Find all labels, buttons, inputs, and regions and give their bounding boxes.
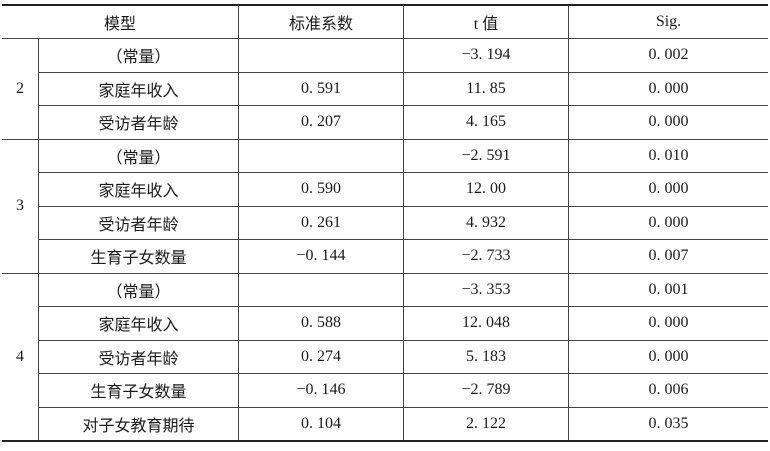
- table-row: 受访者年龄 0. 207 4. 165 0. 000: [2, 105, 768, 140]
- regression-table: 模型 标准系数 t 值 Sig. 2 （常量） −3. 194 0. 002 家庭年收入…: [2, 4, 768, 442]
- t-value-cell: 12. 00: [403, 172, 569, 207]
- beta-cell: 0. 104: [238, 406, 404, 442]
- sig-cell: 0. 000: [568, 105, 768, 140]
- header-beta: 标准系数: [238, 4, 404, 39]
- sig-cell: 0. 035: [568, 406, 768, 442]
- model-number: 2: [2, 38, 39, 140]
- beta-cell: [238, 38, 404, 73]
- sig-cell: 0. 000: [568, 71, 768, 106]
- table-row: 受访者年龄 0. 274 5. 183 0. 000: [2, 339, 768, 374]
- variable-cell: （常量）: [38, 272, 239, 307]
- table-row: 对子女教育期待 0. 104 2. 122 0. 035: [2, 406, 768, 442]
- table-row: 2 （常量） −3. 194 0. 002: [2, 38, 768, 140]
- table-row: 生育子女数量 −0. 144 −2. 733 0. 007: [2, 239, 768, 274]
- variable-cell: 家庭年收入: [38, 71, 239, 106]
- beta-cell: 0. 590: [238, 172, 404, 207]
- variable-cell: 受访者年龄: [38, 205, 239, 240]
- t-value-cell: 4. 932: [403, 205, 569, 240]
- sig-cell: 0. 002: [568, 38, 768, 73]
- sig-cell: 0. 000: [568, 339, 768, 374]
- variable-cell: 生育子女数量: [38, 239, 239, 274]
- beta-cell: −0. 146: [238, 373, 404, 408]
- model-number: 4: [2, 272, 39, 442]
- sig-cell: 0. 000: [568, 306, 768, 341]
- table-row: 受访者年龄 0. 261 4. 932 0. 000: [2, 205, 768, 240]
- header-sig: Sig.: [568, 4, 768, 39]
- variable-cell: 受访者年龄: [38, 339, 239, 374]
- t-value-cell: −2. 789: [403, 373, 569, 408]
- variable-cell: 家庭年收入: [38, 172, 239, 207]
- t-value-cell: −3. 353: [403, 272, 569, 307]
- variable-cell: 对子女教育期待: [38, 406, 239, 442]
- beta-cell: 0. 591: [238, 71, 404, 106]
- beta-cell: −0. 144: [238, 239, 404, 274]
- table-row: 生育子女数量 −0. 146 −2. 789 0. 006: [2, 373, 768, 408]
- variable-cell: （常量）: [38, 38, 239, 73]
- sig-cell: 0. 007: [568, 239, 768, 274]
- t-value-cell: 11. 85: [403, 71, 569, 106]
- header-model: 模型: [2, 4, 239, 39]
- variable-cell: 生育子女数量: [38, 373, 239, 408]
- table-row: 家庭年收入 0. 590 12. 00 0. 000: [2, 172, 768, 207]
- sig-cell: 0. 000: [568, 205, 768, 240]
- sig-cell: 0. 006: [568, 373, 768, 408]
- header-t: t 值: [403, 4, 569, 39]
- table-row: 家庭年收入 0. 591 11. 85 0. 000: [2, 71, 768, 106]
- t-value-cell: 2. 122: [403, 406, 569, 442]
- beta-cell: 0. 207: [238, 105, 404, 140]
- beta-cell: 0. 588: [238, 306, 404, 341]
- sig-cell: 0. 001: [568, 272, 768, 307]
- variable-cell: 家庭年收入: [38, 306, 239, 341]
- table-row: 3 （常量） −2. 591 0. 010: [2, 138, 768, 274]
- t-value-cell: 12. 048: [403, 306, 569, 341]
- header-row: 模型 标准系数 t 值 Sig.: [2, 4, 768, 39]
- beta-cell: 0. 274: [238, 339, 404, 374]
- t-value-cell: −3. 194: [403, 38, 569, 73]
- model-number: 3: [2, 138, 39, 274]
- sig-cell: 0. 010: [568, 138, 768, 173]
- t-value-cell: −2. 591: [403, 138, 569, 173]
- beta-cell: [238, 272, 404, 307]
- sig-cell: 0. 000: [568, 172, 768, 207]
- t-value-cell: −2. 733: [403, 239, 569, 274]
- variable-cell: 受访者年龄: [38, 105, 239, 140]
- beta-cell: 0. 261: [238, 205, 404, 240]
- t-value-cell: 5. 183: [403, 339, 569, 374]
- table-row: 家庭年收入 0. 588 12. 048 0. 000: [2, 306, 768, 341]
- beta-cell: [238, 138, 404, 173]
- variable-cell: （常量）: [38, 138, 239, 173]
- table-row: 4 （常量） −3. 353 0. 001: [2, 272, 768, 442]
- t-value-cell: 4. 165: [403, 105, 569, 140]
